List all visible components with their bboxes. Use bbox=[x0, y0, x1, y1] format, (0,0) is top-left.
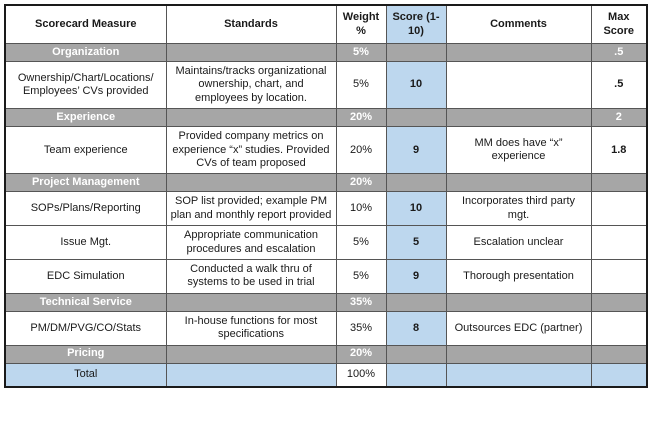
column-header-standards: Standards bbox=[165, 4, 337, 44]
score-cell: 8 bbox=[385, 310, 447, 346]
score-cell: 10 bbox=[385, 191, 447, 227]
max-score-cell bbox=[590, 225, 648, 261]
weight-cell: 20% bbox=[335, 173, 387, 193]
comments-cell bbox=[445, 344, 592, 364]
measure-cell: Organization bbox=[4, 43, 167, 62]
standards-cell: Appropriate communication procedures and… bbox=[165, 225, 337, 261]
comments-cell: Escalation unclear bbox=[445, 225, 592, 261]
section-row: Organization 5% .5 bbox=[4, 43, 648, 62]
max-score-cell bbox=[590, 310, 648, 346]
weight-cell: 10% bbox=[335, 191, 387, 227]
max-score-cell bbox=[590, 344, 648, 364]
comments-cell bbox=[445, 108, 592, 128]
table-row: PM/DM/PVG/CO/Stats In-house functions for… bbox=[4, 310, 648, 346]
measure-cell: PM/DM/PVG/CO/Stats bbox=[4, 310, 167, 346]
score-cell: 5 bbox=[385, 225, 447, 261]
weight-cell: 20% bbox=[335, 344, 387, 364]
max-score-cell bbox=[590, 259, 648, 294]
weight-cell: 20% bbox=[335, 126, 387, 175]
max-score-cell: .5 bbox=[590, 60, 648, 110]
measure-cell: Experience bbox=[4, 108, 167, 128]
measure-cell: Total bbox=[4, 362, 167, 388]
scorecard-table-container: Scorecard Measure Standards Weight % Sco… bbox=[4, 4, 648, 388]
table-row: Team experience Provided company metrics … bbox=[4, 126, 648, 175]
weight-cell: 35% bbox=[335, 310, 387, 346]
comments-cell: MM does have “x” experience bbox=[445, 126, 592, 175]
measure-cell: Issue Mgt. bbox=[4, 225, 167, 261]
score-cell: 9 bbox=[385, 126, 447, 175]
measure-cell: Ownership/Chart/Locations/ Employees’ CV… bbox=[4, 60, 167, 110]
standards-cell bbox=[165, 362, 337, 388]
standards-cell bbox=[165, 173, 337, 193]
column-header-comments: Comments bbox=[445, 4, 592, 44]
section-row: Project Management 20% bbox=[4, 173, 648, 193]
score-cell bbox=[385, 344, 447, 364]
comments-cell: Outsources EDC (partner) bbox=[445, 310, 592, 346]
weight-cell: 5% bbox=[335, 60, 387, 110]
max-score-cell: 1.8 bbox=[590, 126, 648, 175]
weight-cell: 5% bbox=[335, 259, 387, 294]
table-row: SOPs/Plans/Reporting SOP list provided; e… bbox=[4, 191, 648, 227]
column-header-max-score: Max Score bbox=[590, 4, 648, 44]
max-score-cell bbox=[590, 191, 648, 227]
column-header-score: Score (1-10) bbox=[385, 4, 447, 44]
standards-cell: Provided company metrics on experience “… bbox=[165, 126, 337, 175]
total-row: Total 100% bbox=[4, 362, 648, 388]
comments-cell bbox=[445, 43, 592, 62]
weight-cell: 5% bbox=[335, 225, 387, 261]
score-cell: 9 bbox=[385, 259, 447, 294]
standards-cell bbox=[165, 43, 337, 62]
measure-cell: Project Management bbox=[4, 173, 167, 193]
table-row: EDC Simulation Conducted a walk thru of s… bbox=[4, 259, 648, 294]
section-row: Experience 20% 2 bbox=[4, 108, 648, 128]
measure-cell: Pricing bbox=[4, 344, 167, 364]
max-score-cell: .5 bbox=[590, 43, 648, 62]
score-cell bbox=[385, 292, 447, 312]
weight-cell: 20% bbox=[335, 108, 387, 128]
score-cell bbox=[385, 43, 447, 62]
scorecard-table: Scorecard Measure Standards Weight % Sco… bbox=[4, 4, 648, 388]
section-row: Pricing 20% bbox=[4, 344, 648, 364]
max-score-cell: 2 bbox=[590, 108, 648, 128]
header-row: Scorecard Measure Standards Weight % Sco… bbox=[4, 4, 648, 44]
standards-cell bbox=[165, 344, 337, 364]
score-cell: 10 bbox=[385, 60, 447, 110]
max-score-cell bbox=[590, 292, 648, 312]
score-cell bbox=[385, 108, 447, 128]
measure-cell: EDC Simulation bbox=[4, 259, 167, 294]
comments-cell: Incorporates third party mgt. bbox=[445, 191, 592, 227]
standards-cell: In-house functions for most specificatio… bbox=[165, 310, 337, 346]
comments-cell bbox=[445, 173, 592, 193]
column-header-weight: Weight % bbox=[335, 4, 387, 44]
scorecard-table-body: Organization 5% .5 Ownership/Chart/Location… bbox=[4, 43, 648, 388]
measure-cell: Team experience bbox=[4, 126, 167, 175]
weight-cell: 5% bbox=[335, 43, 387, 62]
max-score-cell bbox=[590, 362, 648, 388]
score-cell bbox=[385, 173, 447, 193]
standards-cell bbox=[165, 108, 337, 128]
column-header-scorecard-measure: Scorecard Measure bbox=[4, 4, 167, 44]
comments-cell: Thorough presentation bbox=[445, 259, 592, 294]
standards-cell: Maintains/tracks organizational ownershi… bbox=[165, 60, 337, 110]
section-row: Technical Service 35% bbox=[4, 292, 648, 312]
table-row: Issue Mgt. Appropriate communication proc… bbox=[4, 225, 648, 261]
weight-cell: 35% bbox=[335, 292, 387, 312]
comments-cell bbox=[445, 362, 592, 388]
standards-cell: Conducted a walk thru of systems to be u… bbox=[165, 259, 337, 294]
standards-cell bbox=[165, 292, 337, 312]
measure-cell: Technical Service bbox=[4, 292, 167, 312]
comments-cell bbox=[445, 60, 592, 110]
score-cell bbox=[385, 362, 447, 388]
max-score-cell bbox=[590, 173, 648, 193]
table-header: Scorecard Measure Standards Weight % Sco… bbox=[4, 4, 648, 44]
comments-cell bbox=[445, 292, 592, 312]
measure-cell: SOPs/Plans/Reporting bbox=[4, 191, 167, 227]
weight-cell: 100% bbox=[335, 362, 387, 388]
table-row: Ownership/Chart/Locations/ Employees’ CV… bbox=[4, 60, 648, 110]
standards-cell: SOP list provided; example PM plan and m… bbox=[165, 191, 337, 227]
